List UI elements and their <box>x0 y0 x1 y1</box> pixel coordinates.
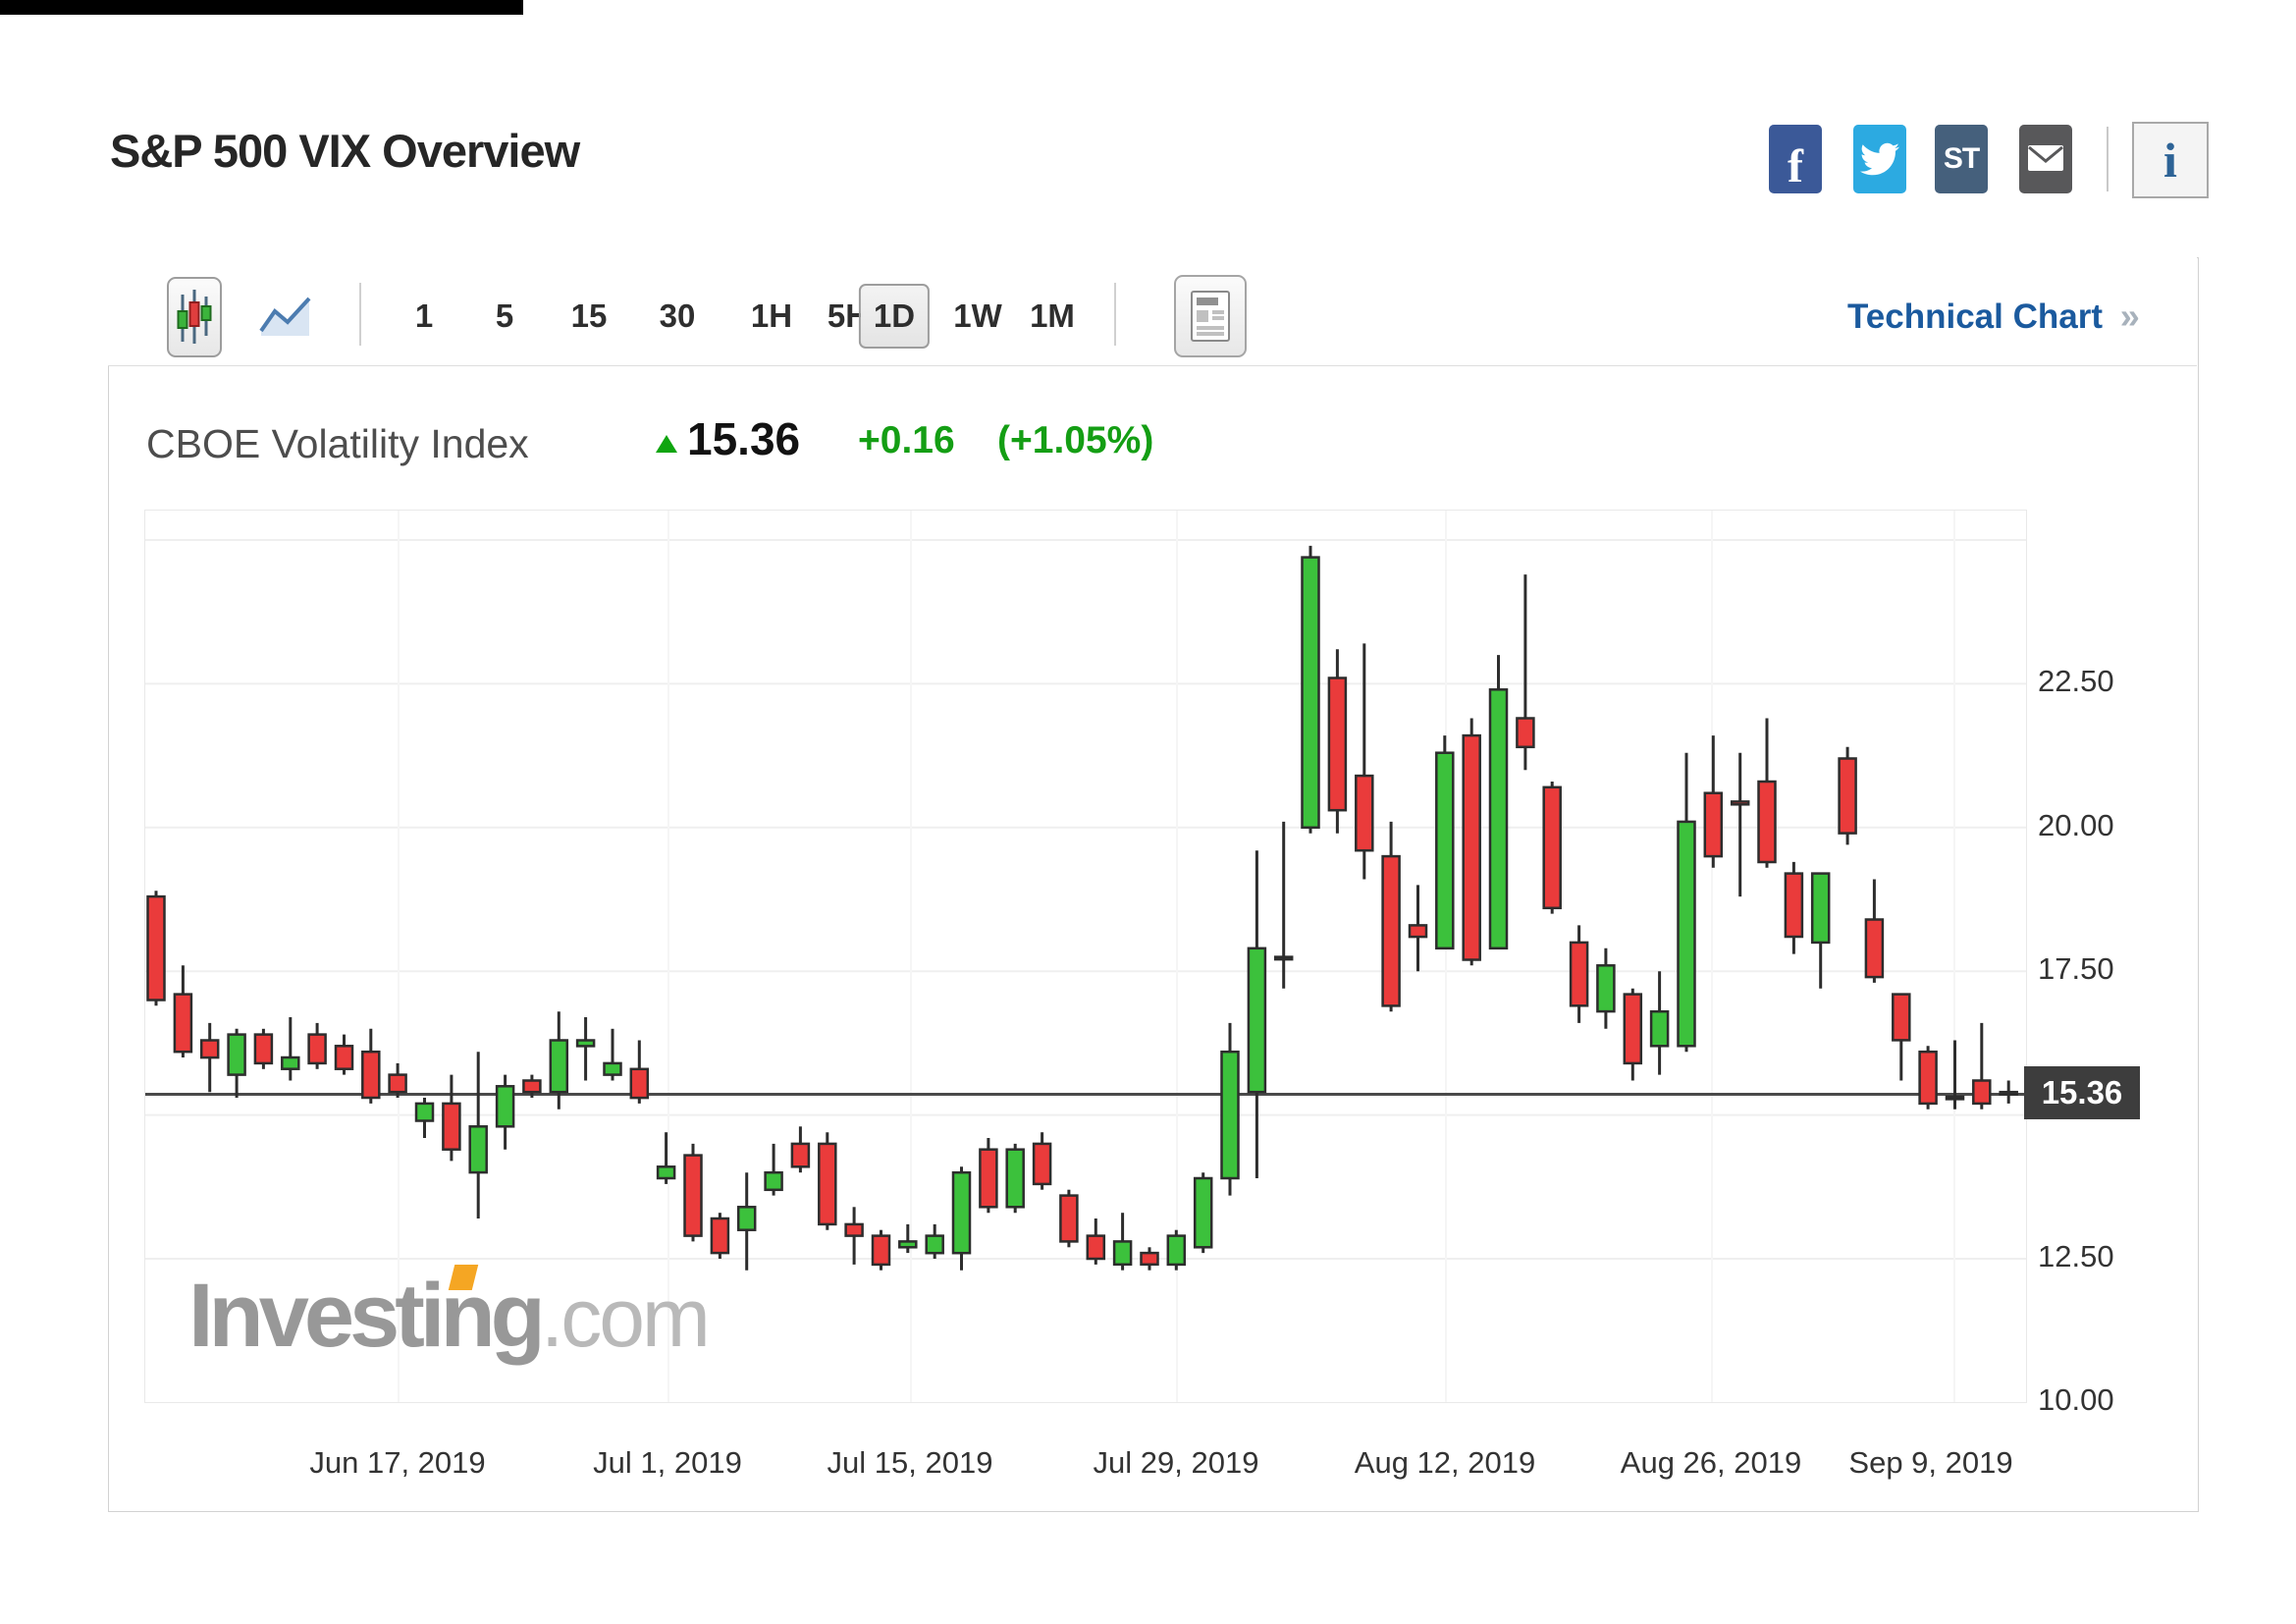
stocktwits-share-button[interactable]: ST <box>1935 125 1988 193</box>
line-chart-icon <box>259 297 311 336</box>
x-axis-label: Jul 15, 2019 <box>827 1445 993 1480</box>
interval-1[interactable]: 1 <box>414 298 434 334</box>
last-price: 15.36 <box>687 413 801 464</box>
technical-chart-label: Technical Chart <box>1847 298 2103 336</box>
interval-1m[interactable]: 1M <box>1030 298 1075 334</box>
watermark-brand: Investing <box>188 1266 546 1366</box>
candlestick-chart[interactable] <box>145 511 2026 1402</box>
interval-1w[interactable]: 1W <box>953 298 1002 334</box>
interval-30[interactable]: 30 <box>659 298 696 334</box>
y-axis-label: 10.00 <box>2038 1382 2114 1418</box>
email-share-button[interactable] <box>2019 125 2072 193</box>
interval-1d-selected[interactable]: 1D <box>858 284 931 349</box>
x-axis-label: Jun 17, 2019 <box>309 1445 486 1480</box>
chart-toolbar <box>108 257 2197 366</box>
up-arrow-icon <box>656 435 677 453</box>
stocktwits-icon: ST <box>1943 142 1980 175</box>
y-axis-label: 17.50 <box>2038 951 2114 987</box>
top-black-bar <box>0 0 523 15</box>
facebook-share-button[interactable]: f <box>1769 125 1822 193</box>
line-chart-type-button[interactable] <box>257 291 314 342</box>
y-axis-label: 12.50 <box>2038 1239 2114 1273</box>
email-icon <box>2028 145 2063 171</box>
price-change: +0.16 <box>858 419 955 461</box>
toolbar-divider <box>359 283 361 346</box>
y-axis-label: 22.50 <box>2038 664 2114 699</box>
price-change-percent: (+1.05%) <box>997 419 1154 461</box>
twitter-icon <box>1860 142 1899 176</box>
investing-watermark: Investing.com <box>188 1265 711 1368</box>
facebook-icon: f <box>1788 139 1803 192</box>
candlestick-chart-icon <box>177 290 212 344</box>
header-divider <box>2107 127 2109 191</box>
chart-plot-area[interactable] <box>144 510 2027 1403</box>
toolbar-divider <box>1114 283 1116 346</box>
x-axis-label: Jul 1, 2019 <box>593 1445 742 1480</box>
info-button[interactable]: i <box>2132 122 2209 198</box>
page-title: S&P 500 VIX Overview <box>110 125 580 177</box>
watermark-suffix: .com <box>540 1272 711 1364</box>
news-page-icon <box>1191 291 1230 342</box>
news-view-button[interactable] <box>1174 275 1247 357</box>
info-icon: i <box>2163 133 2177 188</box>
interval-15[interactable]: 15 <box>570 298 608 334</box>
x-axis-label: Aug 26, 2019 <box>1620 1445 1802 1480</box>
current-price-badge: 15.36 <box>2024 1066 2140 1119</box>
candlestick-chart-type-button[interactable] <box>167 277 222 357</box>
chevron-right-icon: » <box>2119 296 2140 336</box>
twitter-share-button[interactable] <box>1853 125 1906 193</box>
y-axis-label: 20.00 <box>2038 807 2114 842</box>
interval-5[interactable]: 5 <box>495 298 514 334</box>
x-axis-label: Sep 9, 2019 <box>1848 1445 2013 1480</box>
technical-chart-link[interactable]: Technical Chart » <box>1847 296 2140 337</box>
instrument-name: CBOE Volatility Index <box>146 421 529 466</box>
interval-1h[interactable]: 1H <box>750 298 793 334</box>
x-axis-label: Aug 12, 2019 <box>1354 1445 1536 1480</box>
x-axis-label: Jul 29, 2019 <box>1093 1445 1259 1480</box>
